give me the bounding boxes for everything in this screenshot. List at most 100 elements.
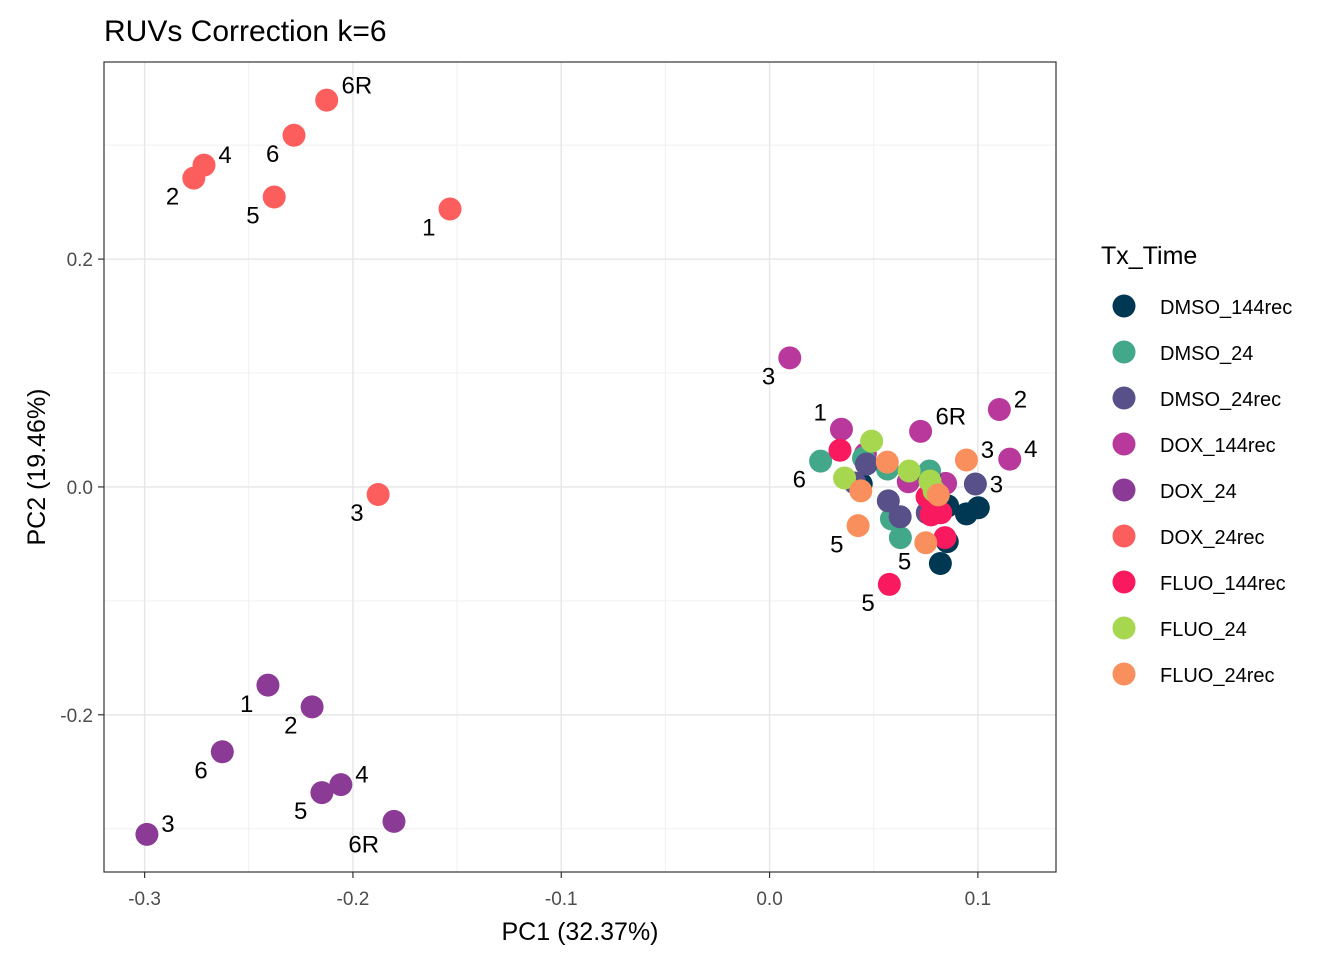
data-point-dox-24: [329, 773, 353, 797]
legend-key: [1112, 294, 1136, 318]
legend-label: FLUO_144rec: [1160, 573, 1286, 595]
legend-key: [1112, 432, 1136, 456]
legend-entries: DMSO_144rec DMSO_24 DMSO_24rec DOX_144rec DO…: [1112, 294, 1292, 687]
data-point-fluo-24rec: [954, 448, 978, 472]
data-point-fluo-24rec: [875, 450, 899, 474]
y-tick-label: -0.2: [60, 706, 93, 727]
data-point-dox-24: [210, 740, 234, 764]
point-label: 5: [898, 548, 911, 575]
point-label: 3: [161, 811, 174, 838]
y-axis-title: PC2 (19.46%): [23, 388, 51, 545]
point-label: 3: [350, 500, 363, 527]
data-point-dox-144rec: [909, 419, 933, 443]
legend-label: FLUO_24rec: [1160, 665, 1275, 687]
point-label: 6R: [342, 72, 373, 99]
axis-ticks: -0.3 -0.2 -0.1 0.0 0.1 -0.2 0.0 0.2: [60, 250, 991, 910]
x-tick-label: -0.2: [337, 889, 370, 910]
point-label: 3: [990, 472, 1003, 499]
point-label: 2: [1014, 386, 1027, 413]
point-label: 5: [861, 590, 874, 617]
legend-key: [1112, 340, 1136, 364]
point-label: 6R: [348, 832, 379, 859]
point-label: 5: [246, 203, 259, 230]
x-axis-title: PC1 (32.37%): [501, 918, 658, 946]
legend-label: DOX_24rec: [1160, 527, 1265, 549]
legend: Tx_Time DMSO_144rec DMSO_24 DMSO_24rec DOX_…: [1101, 242, 1292, 687]
data-point-dox-24rec: [315, 88, 339, 112]
legend-key: [1112, 386, 1136, 410]
data-point-dox-24: [382, 809, 406, 833]
point-label: 6: [266, 141, 279, 168]
grid-minor: [104, 62, 1056, 872]
data-point-dmso-24rec: [888, 505, 912, 529]
data-point-dmso-144rec: [928, 551, 952, 575]
x-tick-label: 0.1: [965, 889, 991, 910]
point-label: 5: [830, 531, 843, 558]
legend-title: Tx_Time: [1101, 242, 1197, 270]
chart-title: RUVs Correction k=6: [104, 15, 387, 48]
data-point-dmso-24: [809, 449, 833, 473]
legend-key: [1112, 524, 1136, 548]
data-point-fluo-144rec: [919, 503, 943, 527]
data-point-dox-24rec: [438, 197, 462, 221]
data-point-dox-144rec: [778, 346, 802, 370]
data-point-fluo-24rec: [849, 479, 873, 503]
x-tick-label: 0.0: [756, 889, 782, 910]
data-point-fluo-144rec: [933, 526, 957, 550]
point-label: 6: [793, 467, 806, 494]
x-tick-label: -0.1: [545, 889, 578, 910]
data-point-dox-144rec: [987, 397, 1011, 421]
data-point-fluo-24: [897, 459, 921, 483]
point-label: 4: [1024, 436, 1037, 463]
point-label: 3: [762, 363, 775, 390]
legend-label: DMSO_24rec: [1160, 389, 1281, 411]
y-tick-label: 0.2: [67, 250, 93, 271]
data-point-fluo-24rec: [926, 483, 950, 507]
panel-border: [103, 61, 1057, 873]
point-label: 2: [284, 713, 297, 740]
point-label: 6: [194, 757, 207, 784]
data-point-dox-24: [135, 822, 159, 846]
data-points: [135, 88, 1022, 846]
data-point-dmso-24rec: [963, 472, 987, 496]
data-point-dmso-24: [888, 526, 912, 550]
data-point-dox-144rec: [829, 417, 853, 441]
legend-key: [1112, 478, 1136, 502]
data-point-dox-144rec: [998, 447, 1022, 471]
point-label: 3: [981, 437, 994, 464]
x-tick-label: -0.3: [128, 889, 161, 910]
point-label: 1: [240, 691, 253, 718]
data-point-dox-24rec: [182, 166, 206, 190]
data-point-fluo-24rec: [914, 531, 938, 555]
data-point-fluo-24: [860, 429, 884, 453]
point-label: 2: [166, 184, 179, 211]
y-tick-label: 0.0: [67, 478, 93, 499]
point-label: 5: [294, 798, 307, 825]
data-point-dox-24rec: [262, 185, 286, 209]
data-point-fluo-144rec: [877, 572, 901, 596]
data-point-fluo-24: [833, 466, 857, 490]
point-label: 4: [218, 142, 231, 169]
data-point-dox-24rec: [282, 123, 306, 147]
data-point-fluo-24rec: [846, 514, 870, 538]
legend-label: DOX_144rec: [1160, 435, 1276, 457]
point-label: 6R: [935, 404, 966, 431]
point-label: 1: [814, 399, 827, 426]
point-label: 4: [355, 761, 368, 788]
data-point-dox-24: [310, 781, 334, 805]
legend-label: DOX_24: [1160, 481, 1237, 503]
data-point-dmso-24rec: [854, 452, 878, 476]
legend-label: DMSO_24: [1160, 343, 1253, 365]
legend-key: [1112, 662, 1136, 686]
legend-key: [1112, 616, 1136, 640]
data-point-dox-24: [300, 695, 324, 719]
data-point-dox-24: [256, 673, 280, 697]
data-point-fluo-144rec: [828, 438, 852, 462]
data-point-dmso-144rec: [954, 502, 978, 526]
legend-label: DMSO_144rec: [1160, 297, 1292, 319]
point-label: 1: [422, 215, 435, 242]
grid-major: [104, 62, 1056, 872]
